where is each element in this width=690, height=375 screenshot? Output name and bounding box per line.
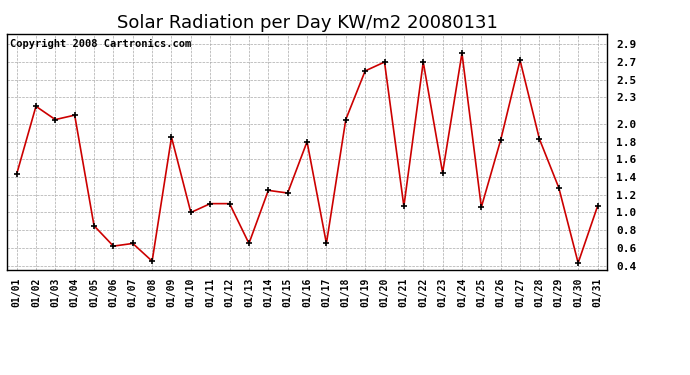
Title: Solar Radiation per Day KW/m2 20080131: Solar Radiation per Day KW/m2 20080131 <box>117 14 497 32</box>
Text: Copyright 2008 Cartronics.com: Copyright 2008 Cartronics.com <box>10 39 191 48</box>
